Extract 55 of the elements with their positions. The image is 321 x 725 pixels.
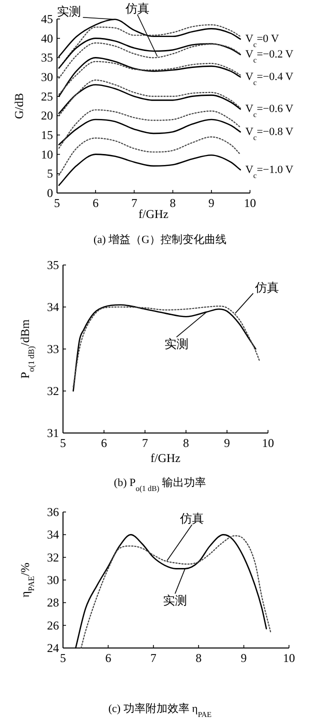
y-tick-label: 31 [47, 426, 59, 440]
series-label: V$_{c}$=0 V [245, 33, 279, 49]
annotation: 实测 [164, 337, 188, 352]
x-tick-label: 9 [208, 196, 214, 210]
y-tick-label: 10 [41, 147, 53, 162]
series-label: V$_{c}$=−0.4 V [245, 71, 294, 86]
x-tick-label: 8 [183, 436, 189, 450]
text: (b) P$_{o(1 dB)}$ 输出功率 [114, 476, 206, 492]
series-label: V$_{c}$=−0.6 V [245, 103, 294, 119]
x-tick-label: 6 [101, 436, 107, 450]
x-tick-label: 9 [240, 651, 247, 665]
y-tick-label: 32 [47, 384, 59, 398]
y-tick-label: 33 [47, 342, 59, 356]
y-tick-label: 24 [47, 641, 59, 655]
y-tick-label: 20 [41, 108, 53, 123]
x-tick-label: 7 [142, 436, 148, 450]
x-tick-label: 8 [196, 651, 202, 665]
y-tick-label: 0 [47, 186, 53, 200]
y-tick-label: 5 [47, 166, 53, 181]
series-label: V$_{c}$=−0.8 V [245, 126, 294, 142]
x-tick-label: 7 [131, 196, 138, 210]
y-tick-label: 28 [47, 596, 59, 610]
text: (c) 功率附加效率 η$_{PAE}$ [108, 702, 212, 718]
y-tick-label: 34 [47, 300, 59, 314]
y-tick-label: 15 [41, 128, 53, 142]
series-label: V$_{c}$=−1.0 V [245, 164, 294, 180]
x-tick-label: 6 [92, 196, 99, 210]
x-tick-label: 6 [105, 651, 112, 665]
y-tick-label: 30 [47, 573, 59, 587]
y-tick-label: 32 [47, 550, 59, 564]
y-tick-label: 45 [41, 12, 53, 26]
annotation: 实测 [56, 4, 81, 18]
x-tick-label: 9 [224, 436, 230, 450]
x-tick-label: 8 [170, 196, 176, 210]
annotation: 仿真 [124, 2, 150, 16]
x-axis-title: f/GHz [138, 207, 168, 221]
x-tick-label: 7 [150, 651, 156, 665]
y-tick-label: 30 [41, 70, 53, 84]
y-tick-label: 40 [41, 31, 53, 46]
x-tick-label: 10 [262, 436, 274, 450]
y-tick-label: 25 [41, 89, 53, 104]
annotation: 仿真 [254, 280, 280, 294]
y-axis-title: G/dB [12, 92, 26, 120]
y-tick-label: 34 [47, 528, 59, 542]
annotation: 仿真 [178, 512, 204, 526]
x-axis-title: f/GHz [150, 451, 180, 465]
text: (a) 增益（G）控制变化曲线 [94, 233, 226, 246]
y-tick-label: 35 [47, 258, 59, 272]
y-tick-label: 26 [47, 618, 59, 632]
annotation: 实测 [163, 594, 188, 608]
x-tick-label: 10 [244, 196, 256, 210]
x-tick-label: 10 [283, 651, 295, 665]
series-label: V$_{c}$=−0.2 V [245, 48, 294, 64]
y-tick-label: 35 [41, 50, 53, 65]
y-tick-label: 36 [47, 505, 59, 519]
